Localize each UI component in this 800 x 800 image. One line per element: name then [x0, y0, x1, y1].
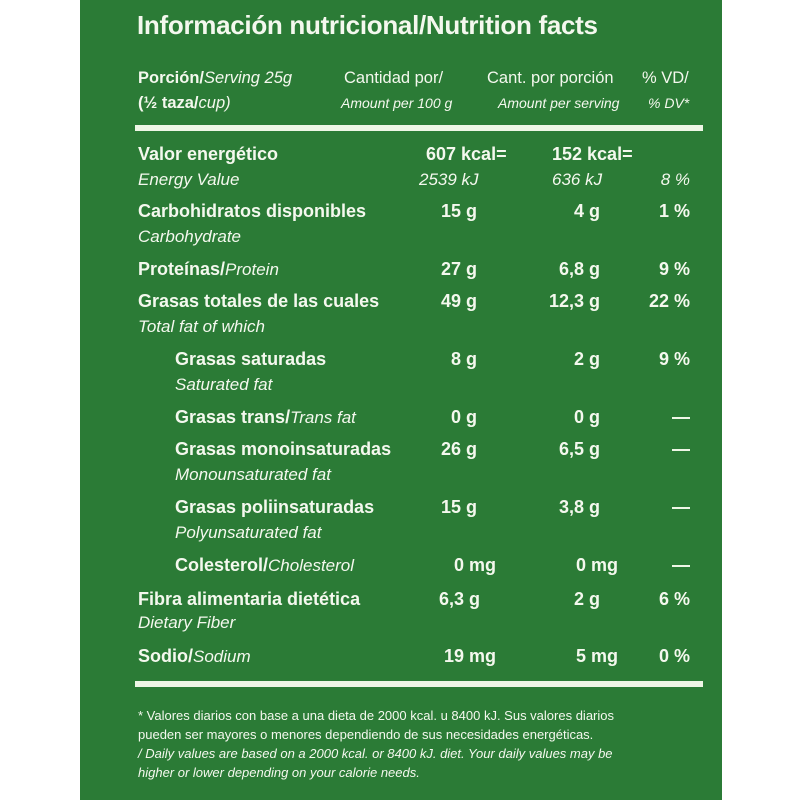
row-carbs-dv: 1 % [658, 201, 690, 221]
row-sodium-dv: 0 % [658, 646, 690, 666]
row-cholesterol-per100: 0 mg [453, 555, 496, 575]
row-cholesterol-perserv: 0 mg [575, 555, 618, 575]
nutrition-panel [80, 0, 722, 800]
header-rule [135, 125, 703, 131]
row-transfat-en: Trans fat [290, 408, 356, 427]
row-fat-label-en: Total fat of which [138, 317, 265, 336]
row-carbs-label-en: Carbohydrate [138, 227, 242, 246]
footnote-line-3: / Daily values are based on a 2000 kcal.… [138, 746, 613, 761]
row-transfat-dv-dash [672, 417, 690, 419]
row-transfat-perserv: 0 g [573, 407, 600, 427]
serving-size-en: cup) [198, 94, 231, 112]
row-fat-dv: 22 % [648, 291, 690, 311]
row-carbs-label: Carbohidratos disponibles [138, 201, 367, 221]
row-fiber-perserv: 2 g [573, 589, 600, 609]
row-cholesterol-dv-dash [672, 565, 690, 567]
perserving-header: Cant. por porción [487, 69, 614, 87]
serving-size-es: (½ taza/ [138, 94, 199, 112]
row-polyfat-dv-dash [672, 507, 690, 509]
row-satfat-per100: 8 g [450, 349, 477, 369]
row-fiber-label: Fibra alimentaria dietética [138, 589, 361, 609]
row-protein-per100: 27 g [440, 259, 477, 279]
row-polyfat-per100: 15 g [440, 497, 477, 517]
row-energy-per100: 607 kcal= [426, 144, 507, 164]
row-cholesterol-label: Colesterol/Cholesterol [175, 556, 354, 575]
row-satfat-perserv: 2 g [573, 349, 600, 369]
row-satfat-label: Grasas saturadas [175, 349, 327, 369]
row-transfat-per100: 0 g [450, 407, 477, 427]
row-monofat-perserv: 6,5 g [558, 439, 600, 459]
row-cholesterol-en: Cholesterol [268, 556, 355, 575]
row-monofat-per100: 26 g [440, 439, 477, 459]
dv-header-en: % DV* [648, 95, 690, 111]
row-monofat-label: Grasas monoinsaturadas [175, 439, 392, 459]
row-fat-perserv: 12,3 g [548, 291, 600, 311]
row-protein-label: Proteínas/Protein [138, 260, 279, 279]
footnote-line-4: higher or lower depending on your calori… [138, 765, 420, 780]
row-fat-per100: 49 g [440, 291, 477, 311]
per100-header-en: Amount per 100 g [341, 95, 453, 111]
row-polyfat-label-en: Polyunsaturated fat [175, 523, 322, 542]
row-fat-label: Grasas totales de las cuales [138, 291, 380, 311]
row-monofat-dv-dash [672, 449, 690, 451]
row-polyfat-perserv: 3,8 g [558, 497, 600, 517]
row-polyfat-label: Grasas poliinsaturadas [175, 497, 375, 517]
row-sodium-per100: 19 mg [443, 646, 496, 666]
footnote-line-1: * Valores diarios con base a una dieta d… [138, 708, 614, 723]
row-energy-perserv-kj: 636 kJ [552, 170, 603, 189]
perserving-header-en: Amount per serving [498, 95, 620, 111]
row-satfat-dv: 9 % [658, 349, 690, 369]
row-satfat-label-en: Saturated fat [175, 375, 273, 394]
dv-header: % VD/ [642, 69, 689, 87]
row-transfat-es: Grasas trans/ [175, 407, 291, 427]
row-energy-label: Valor energético [138, 144, 279, 164]
row-fiber-per100: 6,3 g [438, 589, 480, 609]
row-protein-perserv: 6,8 g [558, 259, 600, 279]
row-sodium-label: Sodio/Sodium [138, 647, 251, 666]
panel-title: Información nutricional/Nutrition facts [137, 10, 598, 40]
row-energy-per100-kj: 2539 kJ [419, 170, 479, 189]
row-sodium-en: Sodium [193, 647, 251, 666]
serving-label: Porción/Serving 25g [138, 70, 292, 87]
row-protein-es: Proteínas/ [138, 259, 226, 279]
row-protein-dv: 9 % [658, 259, 690, 279]
right-margin [722, 0, 800, 800]
serving-label-en: Serving 25g [204, 69, 293, 87]
row-sodium-perserv: 5 mg [575, 646, 618, 666]
row-fiber-label-en: Dietary Fiber [138, 613, 236, 632]
row-energy-label-en: Energy Value [138, 170, 240, 189]
row-sodium-es: Sodio/ [138, 646, 193, 666]
serving-label-es: Porción/ [138, 69, 205, 87]
row-cholesterol-es: Colesterol/ [175, 555, 269, 575]
row-protein-en: Protein [225, 260, 279, 279]
left-margin [0, 0, 80, 800]
row-fiber-dv: 6 % [658, 589, 690, 609]
row-energy-dv: 8 % [660, 170, 690, 189]
row-transfat-label: Grasas trans/Trans fat [175, 408, 356, 427]
footnote-line-2: pueden ser mayores o menores dependiendo… [138, 727, 594, 742]
footer-rule [135, 681, 703, 687]
row-energy-perserv: 152 kcal= [552, 144, 633, 164]
row-carbs-per100: 15 g [440, 201, 477, 221]
row-carbs-perserv: 4 g [573, 201, 600, 221]
serving-size-label: (½ taza/cup) [138, 95, 231, 112]
row-monofat-label-en: Monounsaturated fat [175, 465, 331, 484]
per100-header: Cantidad por/ [344, 69, 444, 87]
